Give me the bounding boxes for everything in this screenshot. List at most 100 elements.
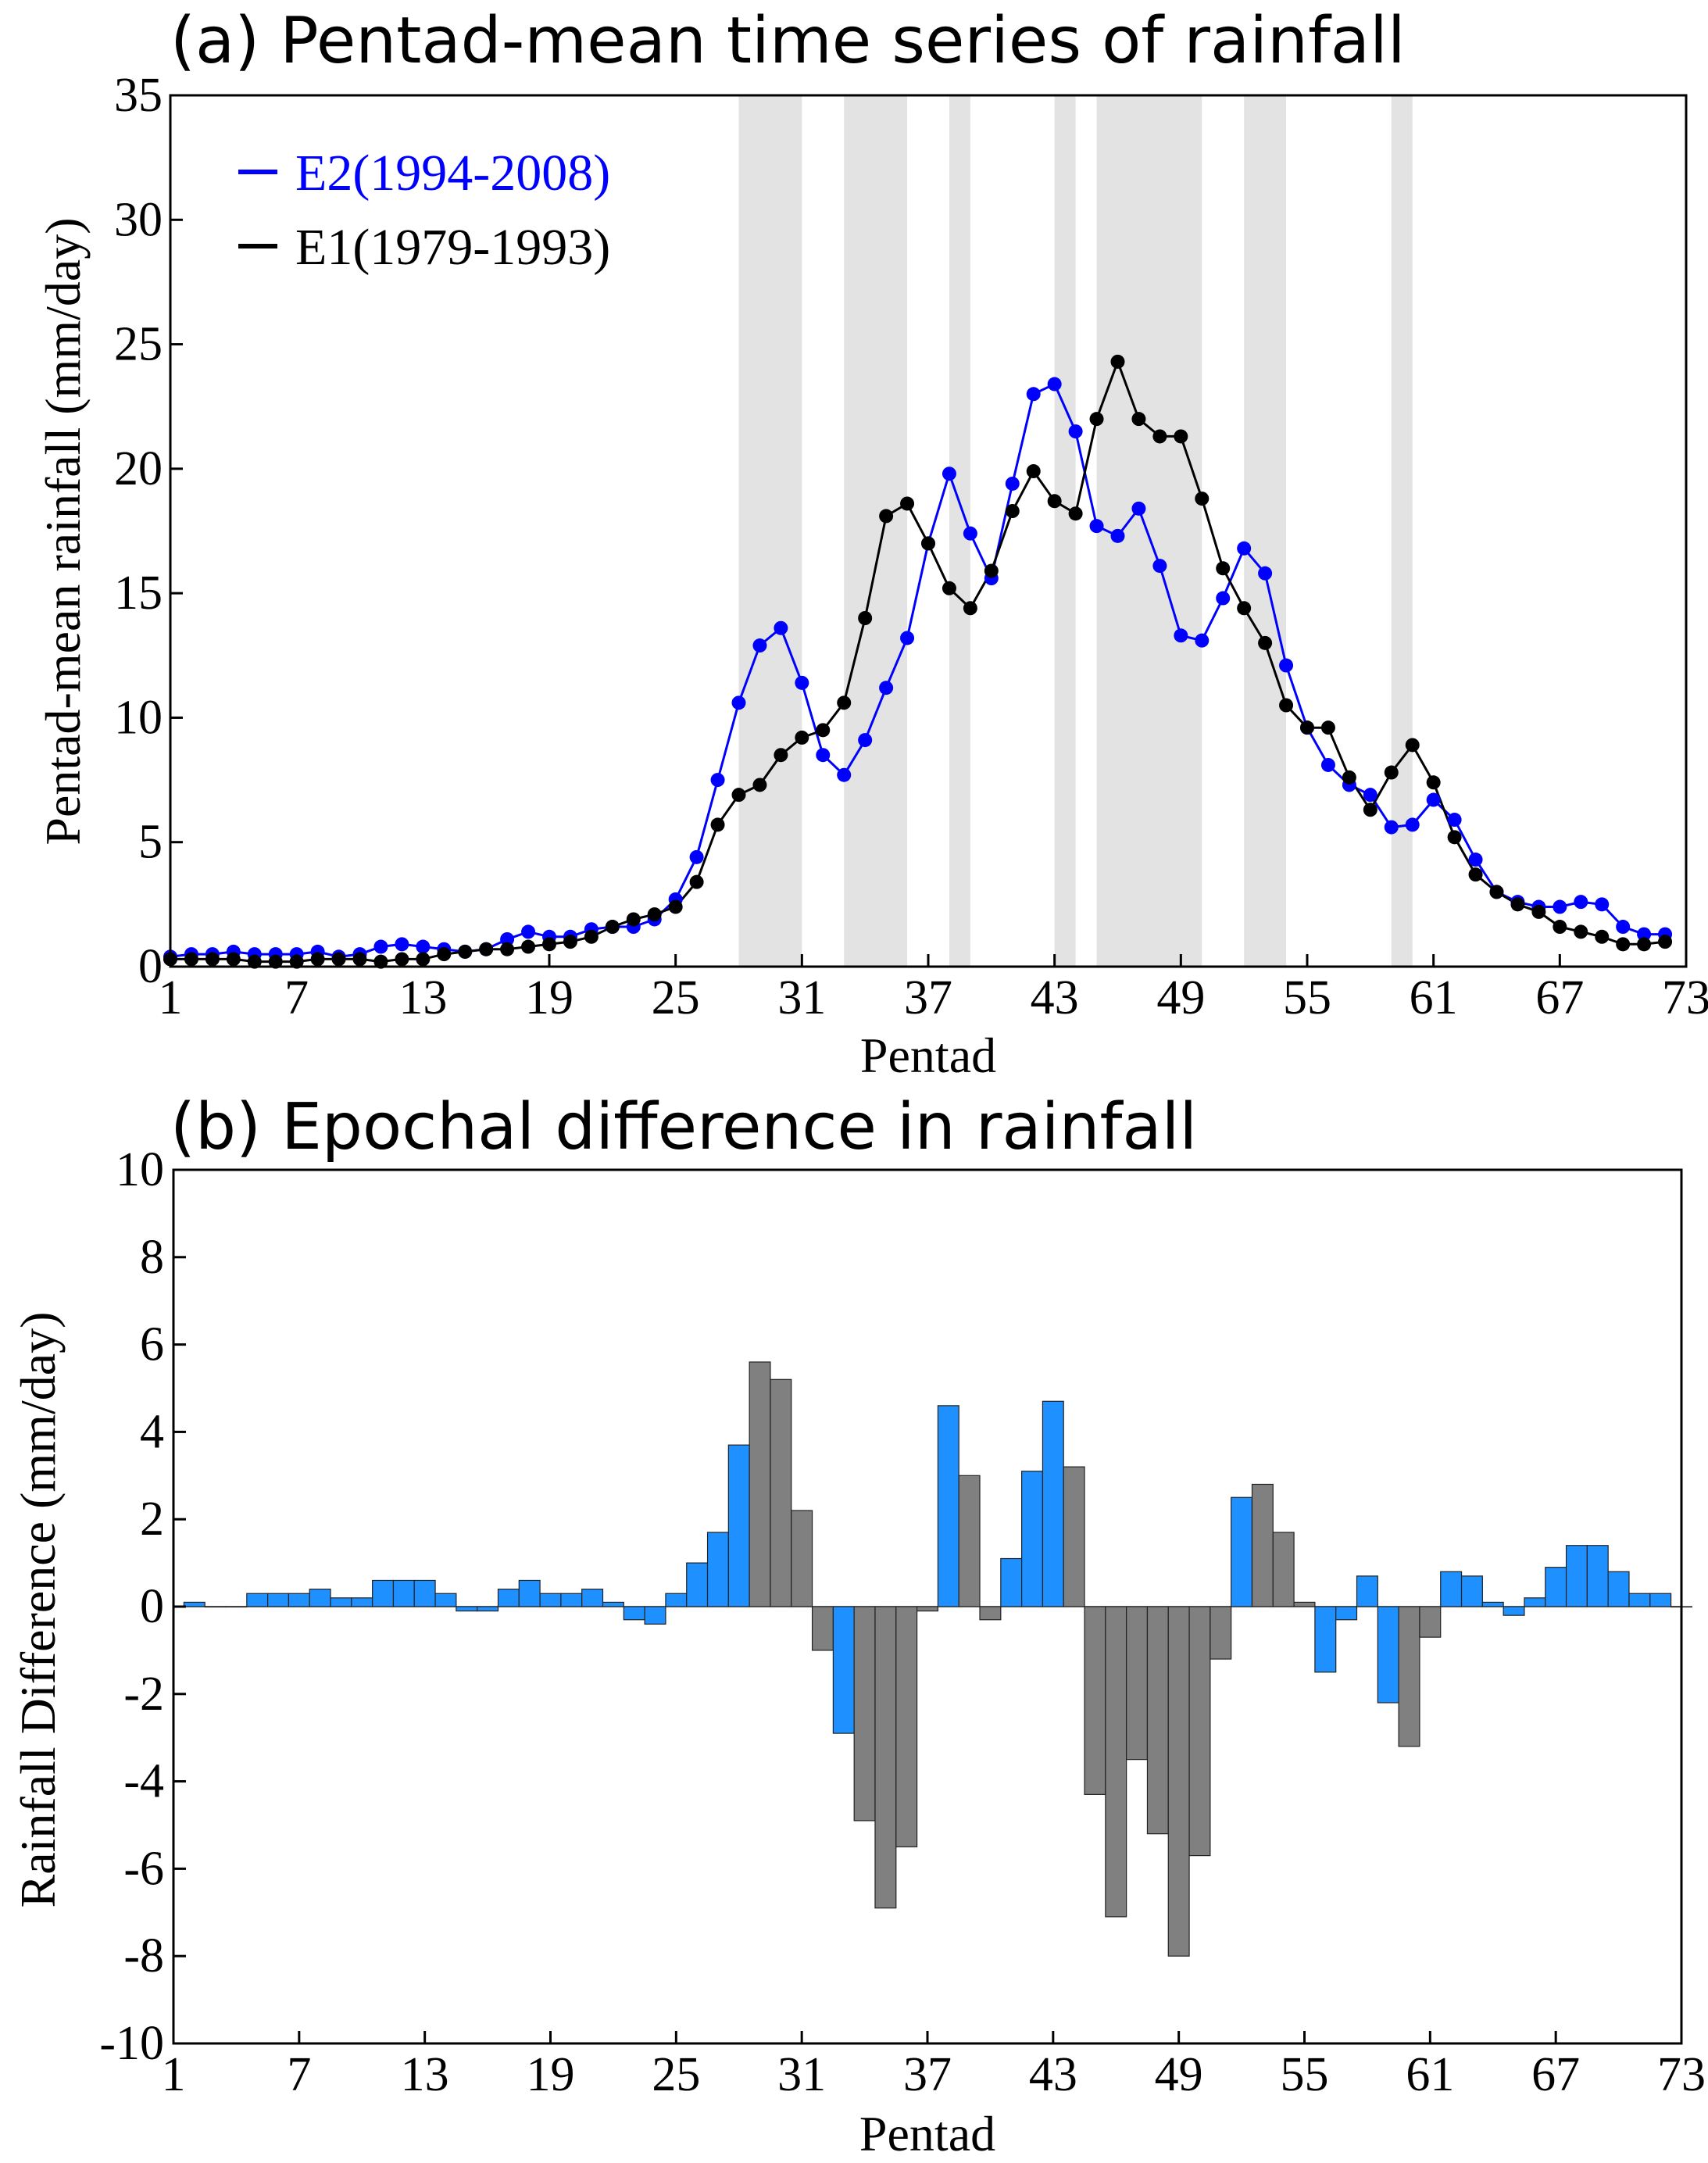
point-e2-pentad-12: [395, 937, 409, 952]
x-tick-label: 25: [652, 971, 700, 1024]
point-e1-pentad-15: [458, 944, 473, 959]
point-e1-pentad-51: [1216, 561, 1231, 576]
point-e2-pentad-36: [900, 631, 915, 645]
bar-pentad-49: [1188, 1606, 1211, 1857]
bar-pentad-70: [1628, 1593, 1651, 1607]
point-e2-pentad-60: [1405, 817, 1420, 832]
point-e2-pentad-31: [795, 675, 809, 690]
bar-pentad-25: [686, 1562, 709, 1607]
point-e2-pentad-48: [1152, 559, 1167, 574]
point-e1-pentad-53: [1258, 635, 1273, 650]
point-e2-pentad-41: [1005, 476, 1020, 491]
point-e1-pentad-52: [1237, 601, 1252, 616]
point-e1-pentad-43: [1047, 494, 1062, 509]
panel-b-y-axis-label: Rainfall Difference (mm/day): [10, 1312, 66, 1908]
panel-a-y-axis-label: Pentad-mean rainfall (mm/day): [35, 217, 91, 845]
y-tick-label: 8: [140, 1231, 164, 1284]
point-e1-pentad-8: [310, 952, 325, 967]
point-e2-pentad-38: [942, 467, 956, 481]
y-tick-label: 0: [138, 940, 163, 993]
bar-pentad-45: [1105, 1606, 1127, 1918]
y-tick-label: 5: [138, 816, 163, 869]
point-e2-pentad-29: [752, 638, 767, 653]
bar-pentad-64: [1503, 1606, 1525, 1616]
panel-b-bars: [183, 1361, 1693, 1957]
x-tick-label: 13: [398, 971, 447, 1024]
point-e1-pentad-20: [563, 935, 577, 949]
bar-pentad-68: [1586, 1545, 1609, 1607]
point-e1-pentad-37: [921, 536, 935, 551]
bar-pentad-6: [288, 1593, 310, 1607]
panel-b-x-ticks: 1 7 13 19 25 31 37 43 49 55 61 67 73: [162, 2031, 1706, 2101]
point-e2-pentad-34: [858, 733, 873, 748]
point-e1-pentad-14: [437, 947, 452, 962]
point-e1-pentad-21: [584, 929, 599, 944]
bar-pentad-37: [937, 1405, 959, 1607]
x-tick-label: 61: [1410, 971, 1458, 1024]
point-e2-pentad-53: [1258, 566, 1273, 581]
point-e1-pentad-17: [500, 942, 515, 956]
point-e1-pentad-64: [1489, 885, 1504, 899]
point-e2-pentad-13: [416, 939, 431, 954]
point-e1-pentad-12: [395, 952, 409, 967]
point-e2-pentad-68: [1574, 895, 1588, 910]
x-tick-label: 43: [1031, 971, 1079, 1024]
y-tick-label: 35: [114, 69, 163, 122]
point-e2-pentad-51: [1216, 591, 1231, 606]
bar-pentad-63: [1481, 1601, 1504, 1607]
y-tick-label: -6: [123, 1842, 164, 1895]
bar-pentad-15: [477, 1606, 499, 1612]
bar-pentad-4: [246, 1593, 269, 1607]
bar-pentad-19: [560, 1593, 583, 1607]
point-e2-pentad-69: [1595, 897, 1610, 912]
point-e1-pentad-25: [668, 899, 683, 914]
point-e2-pentad-56: [1320, 757, 1335, 772]
bar-pentad-53: [1272, 1532, 1295, 1607]
point-e2-pentad-27: [710, 773, 725, 788]
bar-pentad-40: [1000, 1557, 1023, 1607]
bar-pentad-51: [1231, 1496, 1253, 1607]
shaded-region-5: [1096, 95, 1202, 967]
bar-pentad-26: [706, 1532, 729, 1607]
point-e1-pentad-58: [1363, 803, 1377, 817]
point-e2-pentad-30: [774, 620, 788, 635]
shaded-region-2: [844, 95, 908, 967]
point-e1-pentad-34: [858, 611, 873, 625]
legend-e1-label: E1(1979-1993): [295, 219, 610, 276]
point-e1-pentad-45: [1089, 412, 1104, 427]
point-e1-pentad-33: [837, 695, 852, 710]
bar-pentad-5: [267, 1593, 290, 1607]
point-e1-pentad-65: [1510, 897, 1525, 912]
point-e2-pentad-35: [879, 681, 894, 695]
x-tick-label: 25: [652, 2048, 700, 2101]
x-tick-label: 55: [1281, 2048, 1329, 2101]
bar-pentad-31: [811, 1606, 834, 1651]
bar-pentad-32: [832, 1606, 855, 1734]
point-e1-pentad-42: [1026, 464, 1041, 479]
panel-a-y-ticks: 0 5 10 15 20 25 30 35: [114, 69, 183, 993]
point-e2-pentad-62: [1447, 813, 1462, 828]
bar-pentad-18: [539, 1593, 562, 1607]
point-e1-pentad-62: [1447, 830, 1462, 845]
panel-a-series-points: [163, 354, 1673, 969]
point-e1-pentad-11: [373, 954, 388, 969]
y-tick-label: 0: [140, 1580, 164, 1633]
point-e1-pentad-2: [184, 952, 198, 967]
point-e1-pentad-19: [542, 937, 556, 952]
point-e1-pentad-24: [647, 907, 662, 922]
point-e1-pentad-36: [900, 496, 915, 511]
panel-a-x-ticks: 1 7 13 19 25 31 37 43 49 55 61 67 73: [159, 954, 1708, 1024]
point-e1-pentad-16: [479, 942, 494, 956]
bar-pentad-58: [1377, 1606, 1399, 1704]
point-e2-pentad-28: [731, 695, 746, 710]
bar-pentad-55: [1314, 1606, 1337, 1673]
y-tick-label: -4: [123, 1755, 164, 1808]
bar-pentad-24: [665, 1593, 688, 1607]
point-e1-pentad-71: [1637, 937, 1652, 952]
point-e2-pentad-26: [689, 849, 704, 864]
x-tick-label: 37: [903, 2048, 952, 2101]
point-e1-pentad-39: [963, 601, 977, 616]
bar-pentad-33: [853, 1606, 876, 1822]
point-e2-pentad-67: [1553, 899, 1567, 914]
point-e1-pentad-40: [984, 563, 999, 578]
